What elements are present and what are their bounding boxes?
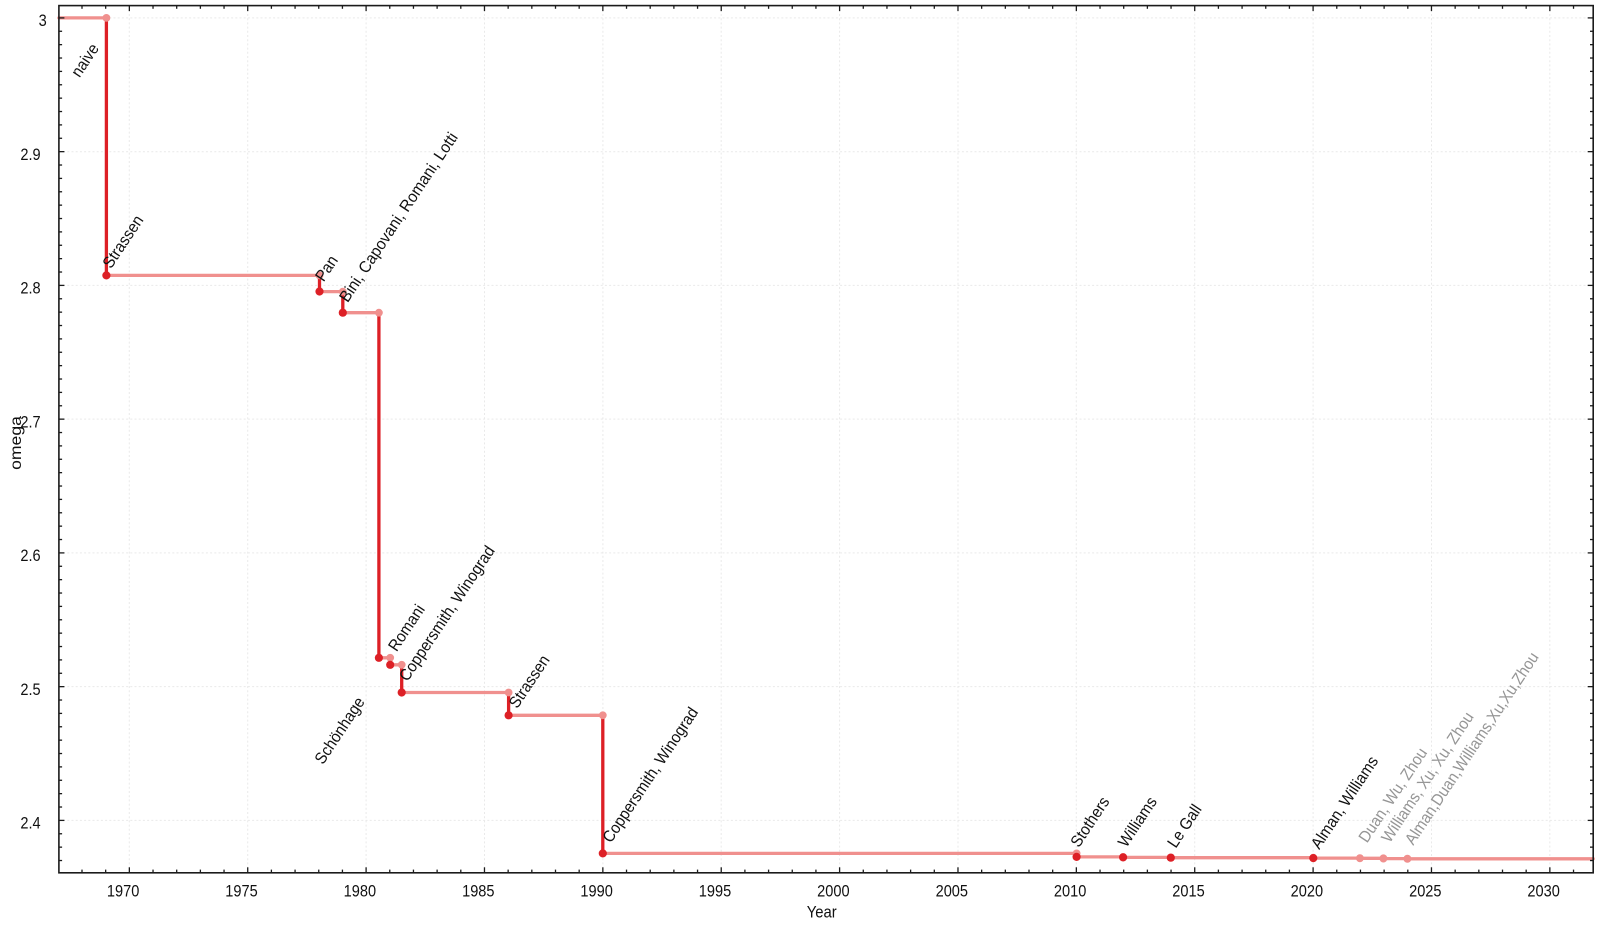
svg-text:3: 3 xyxy=(39,12,47,30)
svg-text:Year: Year xyxy=(807,904,837,920)
svg-text:1990: 1990 xyxy=(580,883,612,901)
svg-text:2.5: 2.5 xyxy=(20,681,40,699)
svg-text:2015: 2015 xyxy=(1172,883,1204,901)
svg-text:1970: 1970 xyxy=(107,883,139,901)
svg-text:1975: 1975 xyxy=(225,883,257,901)
svg-text:2.9: 2.9 xyxy=(20,146,40,164)
svg-text:2.8: 2.8 xyxy=(20,280,40,298)
svg-text:2005: 2005 xyxy=(936,883,968,901)
svg-text:2.7: 2.7 xyxy=(20,414,40,432)
svg-text:1985: 1985 xyxy=(462,883,494,901)
svg-text:1980: 1980 xyxy=(344,883,376,901)
svg-text:2.4: 2.4 xyxy=(20,815,41,833)
svg-text:1995: 1995 xyxy=(699,883,731,901)
svg-text:2010: 2010 xyxy=(1054,883,1086,901)
svg-text:2000: 2000 xyxy=(817,883,849,901)
svg-text:2.6: 2.6 xyxy=(20,547,40,565)
svg-text:2025: 2025 xyxy=(1409,883,1441,901)
svg-text:2030: 2030 xyxy=(1527,883,1559,901)
svg-text:omega: omega xyxy=(7,415,25,469)
svg-text:2020: 2020 xyxy=(1291,883,1323,901)
